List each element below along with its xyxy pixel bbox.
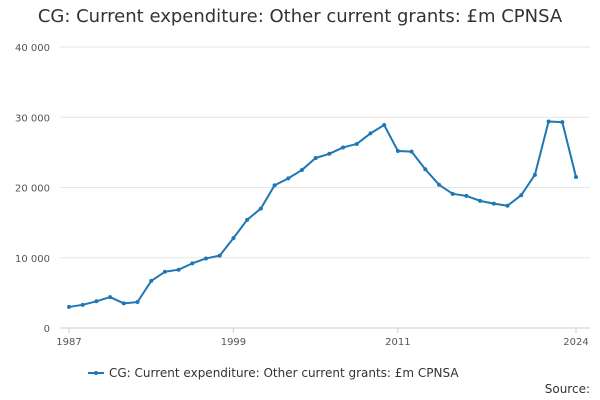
chart-title: CG: Current expenditure: Other current g… <box>37 6 563 27</box>
data-point[interactable] <box>546 119 551 124</box>
data-point[interactable] <box>258 206 263 211</box>
x-axis: 1987 1999 2011 2024 <box>56 327 590 348</box>
data-point[interactable] <box>204 256 209 261</box>
data-point[interactable] <box>532 172 537 177</box>
x-tick-label: 2024 <box>563 337 588 348</box>
x-tick-label: 1999 <box>221 337 246 348</box>
legend-line-marker-icon <box>88 367 104 379</box>
data-point[interactable] <box>423 167 428 172</box>
data-point[interactable] <box>108 295 113 300</box>
data-point[interactable] <box>464 193 469 198</box>
data-point[interactable] <box>94 299 99 304</box>
data-point[interactable] <box>341 145 346 150</box>
data-point[interactable] <box>436 182 441 187</box>
y-tick-label: 0 <box>44 324 50 335</box>
y-tick-label: 20 000 <box>15 184 50 195</box>
gridlines <box>60 46 590 259</box>
series-group <box>67 119 578 309</box>
data-point[interactable] <box>286 176 291 181</box>
data-point[interactable] <box>67 304 71 309</box>
data-point[interactable] <box>505 203 510 208</box>
data-point[interactable] <box>491 201 496 206</box>
data-point[interactable] <box>574 174 578 179</box>
data-point[interactable] <box>313 155 318 160</box>
data-point[interactable] <box>409 149 414 154</box>
data-point[interactable] <box>245 217 250 222</box>
data-point[interactable] <box>327 151 332 156</box>
data-point[interactable] <box>395 148 400 153</box>
data-point[interactable] <box>231 236 236 241</box>
source-label: Source: <box>544 382 590 396</box>
data-point[interactable] <box>176 267 181 272</box>
data-point[interactable] <box>560 120 565 125</box>
data-point[interactable] <box>135 300 140 305</box>
data-point[interactable] <box>190 261 195 266</box>
y-tick-label: 10 000 <box>15 254 50 265</box>
x-tick-label: 1987 <box>56 337 81 348</box>
data-point[interactable] <box>80 302 85 307</box>
data-point[interactable] <box>450 191 455 196</box>
data-point[interactable] <box>382 122 387 127</box>
data-point[interactable] <box>478 198 483 203</box>
data-point[interactable] <box>162 269 167 274</box>
data-point[interactable] <box>149 278 154 283</box>
legend[interactable]: CG: Current expenditure: Other current g… <box>88 366 459 380</box>
y-axis: 0 10 000 20 000 30 000 40 000 <box>15 43 50 335</box>
legend-label: CG: Current expenditure: Other current g… <box>109 366 459 380</box>
data-point[interactable] <box>354 141 359 146</box>
y-tick-label: 30 000 <box>15 113 50 124</box>
series-line <box>68 120 577 308</box>
y-tick-label: 40 000 <box>15 43 50 54</box>
data-point[interactable] <box>519 193 524 198</box>
data-point[interactable] <box>121 301 126 306</box>
data-point[interactable] <box>299 167 304 172</box>
data-point[interactable] <box>217 253 222 258</box>
data-point[interactable] <box>368 131 373 136</box>
x-tick-label: 2011 <box>385 337 410 348</box>
data-point[interactable] <box>272 183 277 188</box>
